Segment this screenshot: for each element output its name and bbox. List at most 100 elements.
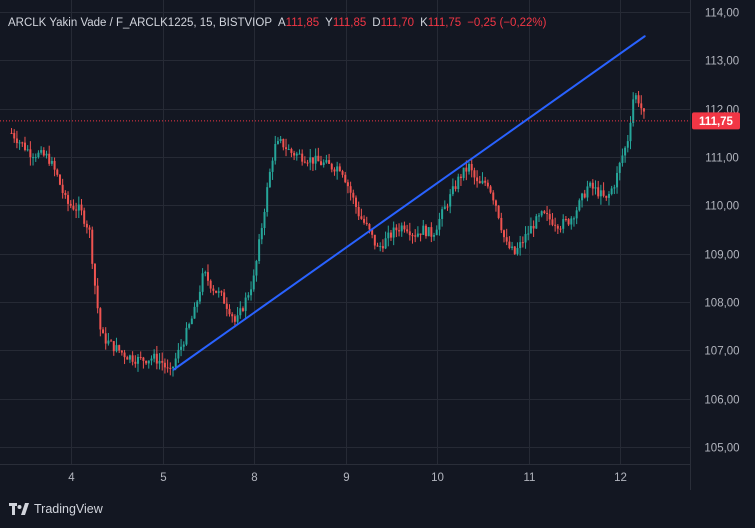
candle-body [462,167,465,178]
candle-body [535,216,538,229]
candle-body [481,180,484,184]
candle-body [301,153,304,162]
candle-body [384,238,387,249]
candle-body [599,190,602,197]
candle-body [519,242,522,249]
candle-body [484,180,487,183]
candle-body [241,308,244,311]
candle-body [23,142,26,150]
y-axis[interactable]: 105,00 106,00 107,00 108,00 109,00 110,00 111,… [704,8,739,455]
x-tick-label: 9 [343,472,349,484]
candle-body [328,160,331,164]
candle-body [564,219,567,221]
candle-body [325,160,328,163]
candle-body [365,222,368,225]
candle-body [40,150,43,153]
candle-body [276,141,279,144]
candle-body [368,224,371,230]
candle-body [274,143,277,161]
candle-body [470,163,473,171]
candle-body [634,95,637,100]
candle-body [271,160,274,172]
candle-body [400,225,403,232]
candle-body [69,203,72,206]
x-tick-label: 8 [251,472,257,484]
candle-body [443,206,446,210]
candle-body [575,210,578,219]
candle-body [556,225,559,229]
candle-body [548,213,551,220]
candle-body [250,289,253,296]
candle-body [260,228,263,240]
candle-body [336,166,339,172]
candle-body [171,366,174,369]
candle-body [486,182,489,187]
candle-body [492,192,495,201]
candle-body [223,292,226,304]
x-axis[interactable]: 4 5 8 9 10 11 12 [68,472,627,484]
candle-body [433,235,436,237]
candle-body [435,229,438,236]
trendline[interactable] [172,35,646,371]
candle-body [387,232,390,239]
symbol-title[interactable]: ARCLK Yakin Vade / F_ARCLK1225, 15, BIST… [8,17,272,29]
candle-body [438,218,441,230]
candles [10,90,645,377]
candle-body [309,157,312,163]
y-tick-label: 114,00 [705,8,739,20]
candle-body [616,172,619,188]
candle-body [406,229,409,232]
candle-body [500,217,503,231]
candle-body [403,225,406,230]
candle-body [546,213,549,215]
candle-body [320,161,323,165]
candle-body [166,367,169,369]
candle-body [26,149,29,151]
y-tick-label: 106,00 [704,395,739,407]
candle-body [446,206,449,208]
candle-body [583,193,586,198]
candle-body [629,122,632,142]
candle-body [268,171,271,188]
candle-body [244,297,247,311]
change-value: −0,25 (−0,22%) [467,17,547,29]
candle-body [473,170,476,178]
candle-body [503,230,506,238]
candle-body [99,308,102,330]
candle-body [441,209,444,219]
candle-body [521,242,524,244]
x-tick-label: 10 [431,472,444,484]
candle-body [591,182,594,189]
candle-body [161,360,164,363]
candle-body [231,314,234,317]
candle-body [45,153,48,156]
y-tick-label: 111,00 [705,153,738,165]
tradingview-logo[interactable]: TradingView [9,502,103,516]
last-price-badge: 111,75 [692,112,740,130]
low-value: 111,70 [380,17,415,29]
y-tick-label: 107,00 [704,346,739,358]
x-tick-label: 5 [160,472,166,484]
candle-body [217,291,220,293]
y-tick-label: 109,00 [704,250,739,262]
high-label: Y [325,17,333,29]
candle-body [537,215,540,217]
candle-body [142,357,145,361]
symbol-legend[interactable]: ARCLK Yakin Vade / F_ARCLK1225, 15, BIST… [8,17,546,29]
candle-body [88,227,91,230]
candle-body [570,218,573,225]
candle-body [174,358,177,367]
candle-body [112,341,115,352]
x-tick-label: 12 [614,472,627,484]
candle-body [131,355,134,362]
candle-body [457,176,460,189]
candle-body [147,360,150,364]
candle-body [424,225,427,237]
candle-body [293,152,296,156]
candle-body [225,303,228,309]
candle-body [83,210,86,224]
candle-body [64,192,67,196]
candle-body [543,211,546,214]
candle-body [139,356,142,358]
